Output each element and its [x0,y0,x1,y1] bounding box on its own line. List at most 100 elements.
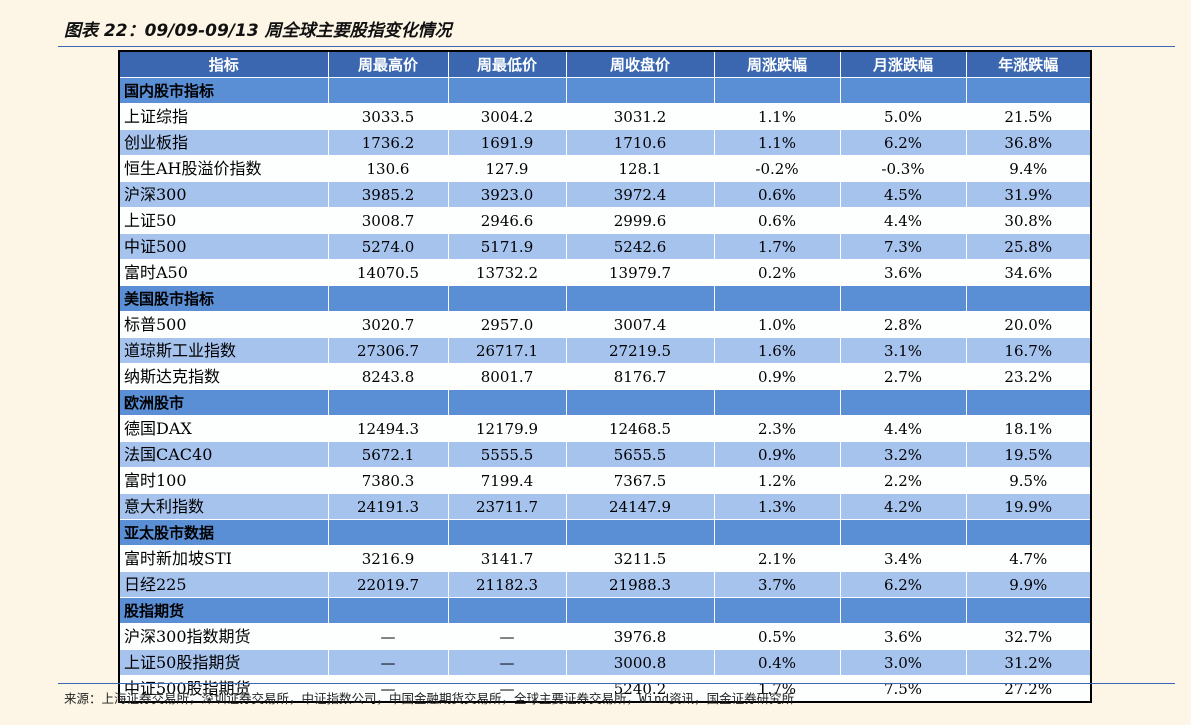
value-cell: — [327,623,449,650]
value-cell: 7199.4 [447,467,567,494]
value-cell: 21.5% [965,103,1092,130]
section-fill-cell [327,597,449,624]
table-row: 上证50股指期货 — —3000.8 0.4% 3.0% 31.2% [118,649,1092,676]
value-cell: 3.6% [839,623,967,650]
section-fill-cell [327,77,449,104]
table-row: 富时新加坡STI 3216.9 3141.7 3211.5 2.1% 3.4% 4.7% [118,545,1092,572]
index-name-cell: 道琼斯工业指数 [118,337,329,364]
value-cell: 23.2% [965,363,1092,390]
value-cell: 3985.2 [327,181,449,208]
value-cell: -0.2% [713,155,841,182]
table-row: 意大利指数 24191.3 23711.7 24147.9 1.3% 4.2% 19.9% [118,493,1092,520]
value-cell: 34.6% [965,259,1092,286]
section-fill-cell [447,519,567,546]
index-name-cell: 日经225 [118,571,329,598]
value-cell: 3141.7 [447,545,567,572]
index-name-cell: 上证50 [118,207,329,234]
index-name-cell: 中证500股指期货 [118,675,329,703]
value-cell: 12494.3 [327,415,449,442]
value-cell: 5672.1 [327,441,449,468]
value-cell: 7.5% [839,675,967,703]
section-label: 美国股市指标 [118,285,329,312]
table-row: 法国CAC40 5672.1 5555.5 5655.5 0.9% 3.2% 19.5% [118,441,1092,468]
section-fill-cell [713,519,841,546]
index-name-cell: 恒生AH股溢价指数 [118,155,329,182]
section-label: 股指期货 [118,597,329,624]
value-cell: 3.4% [839,545,967,572]
table-row: 沪深300指数期货 — —3976.8 0.5% 3.6% 32.7% [118,623,1092,650]
section-fill-cell [565,285,715,312]
table-row: 富时100 7380.3 7199.4 7367.5 1.2% 2.2% 9.5% [118,467,1092,494]
section-fill-cell [327,285,449,312]
index-name-cell: 富时100 [118,467,329,494]
value-cell: 3.0% [839,649,967,676]
table-row: 上证50 3008.7 2946.6 2999.6 0.6% 4.4% 30.8% [118,207,1092,234]
value-cell: 2.2% [839,467,967,494]
value-cell: 130.6 [327,155,449,182]
section-fill-cell [839,519,967,546]
value-cell: 3.2% [839,441,967,468]
table-row: 富时A50 14070.5 13732.2 13979.7 0.2% 3.6% 34.6% [118,259,1092,286]
value-cell: 2.7% [839,363,967,390]
value-cell: 8176.7 [565,363,715,390]
value-cell: 5.0% [839,103,967,130]
value-cell: 1.6% [713,337,841,364]
value-cell: 19.9% [965,493,1092,520]
value-cell: 2.8% [839,311,967,338]
value-cell: 3031.2 [565,103,715,130]
value-cell: 3972.4 [565,181,715,208]
value-cell: 16.7% [965,337,1092,364]
table-row: 恒生AH股溢价指数 130.6 127.9 128.1 -0.2% -0.3% 9.4% [118,155,1092,182]
table-row: 标普500 3020.7 2957.0 3007.4 1.0% 2.8% 20.0% [118,311,1092,338]
value-cell: 5555.5 [447,441,567,468]
value-cell: 4.7% [965,545,1092,572]
section-fill-cell [965,77,1092,104]
index-name-cell: 富时新加坡STI [118,545,329,572]
column-header: 周涨跌幅 [713,50,841,78]
column-header: 指标 [118,50,329,78]
section-row: 国内股市指标 [118,77,1092,104]
table-row: 中证500 5274.0 5171.9 5242.6 1.7% 7.3% 25.8% [118,233,1092,260]
index-name-cell: 德国DAX [118,415,329,442]
value-cell: 3.7% [713,571,841,598]
section-label: 国内股市指标 [118,77,329,104]
value-cell: 1710.6 [565,129,715,156]
section-fill-cell [713,389,841,416]
value-cell: 31.2% [965,649,1092,676]
index-name-cell: 上证综指 [118,103,329,130]
section-fill-cell [965,519,1092,546]
section-fill-cell [565,389,715,416]
value-cell: 0.6% [713,181,841,208]
value-cell: 13979.7 [565,259,715,286]
section-fill-cell [447,285,567,312]
column-header: 月涨跌幅 [839,50,967,78]
index-name-cell: 纳斯达克指数 [118,363,329,390]
value-cell: 4.5% [839,181,967,208]
section-fill-cell [965,389,1092,416]
value-cell: 1736.2 [327,129,449,156]
value-cell: — [447,675,567,703]
section-fill-cell [565,597,715,624]
value-cell: 23711.7 [447,493,567,520]
value-cell: 26717.1 [447,337,567,364]
value-cell: 5171.9 [447,233,567,260]
value-cell: 31.9% [965,181,1092,208]
value-cell: 27219.5 [565,337,715,364]
value-cell: 0.4% [713,649,841,676]
value-cell: 3004.2 [447,103,567,130]
value-cell: 5274.0 [327,233,449,260]
value-cell: — [447,649,567,676]
value-cell: 21988.3 [565,571,715,598]
column-header: 年涨跌幅 [965,50,1092,78]
value-cell: 3020.7 [327,311,449,338]
index-name-cell: 标普500 [118,311,329,338]
value-cell: 21182.3 [447,571,567,598]
index-table: 指标 周最高价 周最低价 周收盘价 周涨跌幅 月涨跌幅 年涨跌幅 国内股市指标上… [118,50,1092,703]
value-cell: 1.0% [713,311,841,338]
value-cell: 4.4% [839,415,967,442]
value-cell: 24191.3 [327,493,449,520]
value-cell: 3008.7 [327,207,449,234]
column-header: 周最高价 [327,50,449,78]
section-fill-cell [965,597,1092,624]
value-cell: 12468.5 [565,415,715,442]
